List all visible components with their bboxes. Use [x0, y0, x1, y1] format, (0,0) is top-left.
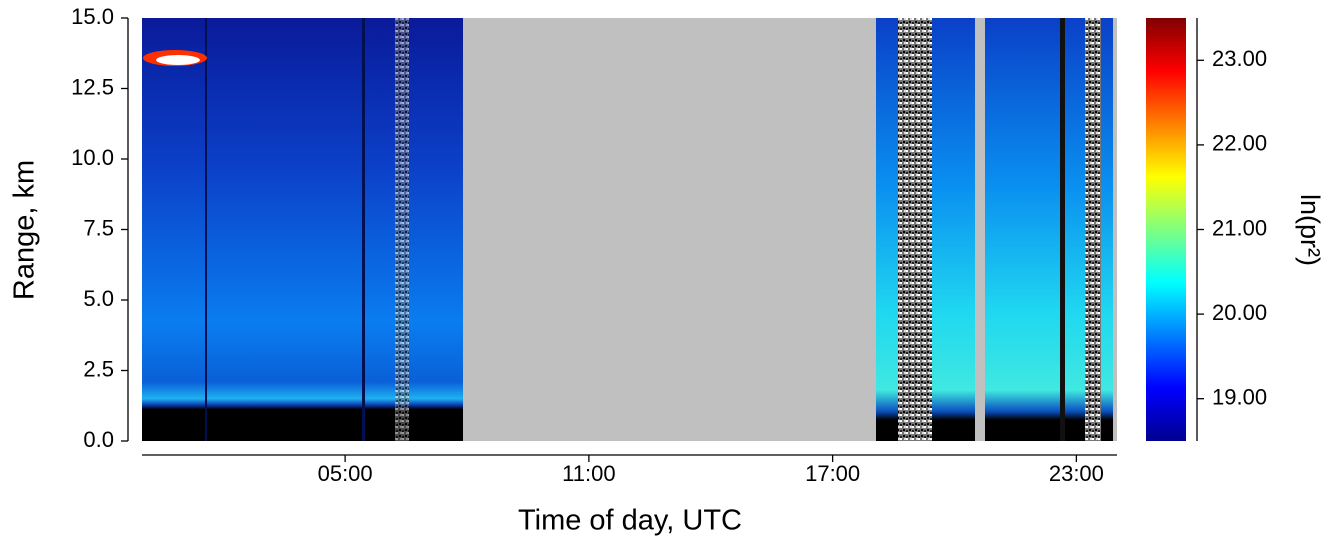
x-tick-label: 23:00 — [1049, 461, 1104, 486]
heatmap-image — [142, 18, 1117, 441]
colorbar-title: ln(pr²) — [1295, 194, 1325, 266]
colorbar-tick-label: 20.00 — [1212, 300, 1267, 325]
colorbar-tick-label: 22.00 — [1212, 131, 1267, 156]
x-tick-label: 05:00 — [318, 461, 373, 486]
colorbar-tick-label: 23.00 — [1212, 46, 1267, 71]
y-tick-label: 0.0 — [83, 427, 114, 452]
x-axis-title: Time of day, UTC — [518, 505, 742, 537]
y-tick-label: 10.0 — [71, 145, 114, 170]
y-tick-label: 12.5 — [71, 74, 114, 99]
y-tick-label: 5.0 — [83, 286, 114, 311]
y-tick-label: 7.5 — [83, 215, 114, 240]
y-axis-title: Range, km — [9, 160, 41, 300]
y-tick-label: 2.5 — [83, 356, 114, 381]
colorbar-tick-label: 19.00 — [1212, 385, 1267, 410]
y-tick-label: 15.0 — [71, 4, 114, 29]
colorbar — [1146, 18, 1186, 441]
x-tick-label: 17:00 — [805, 461, 860, 486]
x-tick-label: 11:00 — [562, 461, 615, 486]
colorbar-tick-label: 21.00 — [1212, 215, 1267, 240]
